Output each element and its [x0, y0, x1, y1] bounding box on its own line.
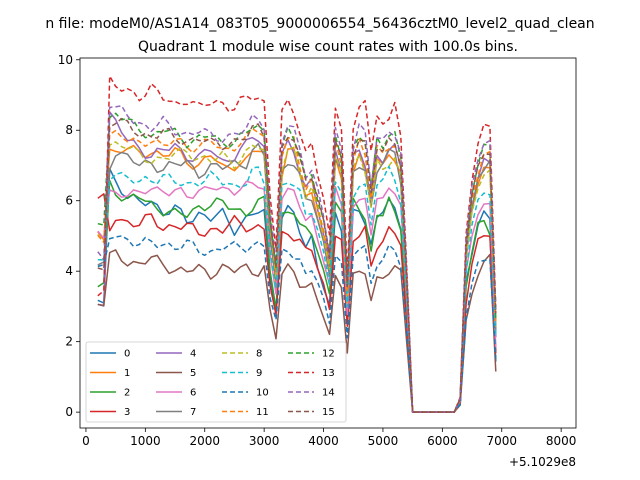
- series-line-14: [97, 105, 497, 413]
- figure-suptitle: n file: modeM0/AS1A14_083T05_9000006554_…: [45, 16, 594, 32]
- legend-label-14: 14: [322, 388, 335, 399]
- x-offset-label: +5.1029e8: [509, 455, 576, 469]
- x-tick-label: 4000: [308, 434, 339, 448]
- y-tick-label: 0: [65, 405, 73, 419]
- legend-label-5: 5: [190, 368, 196, 379]
- y-tick-label: 8: [65, 123, 73, 137]
- legend-label-10: 10: [256, 388, 269, 399]
- x-tick-label: 6000: [427, 434, 458, 448]
- legend-label-9: 9: [256, 368, 262, 379]
- legend-label-2: 2: [124, 388, 130, 399]
- series-layer: [97, 75, 497, 413]
- legend-label-4: 4: [190, 349, 196, 360]
- x-tick-label: 8000: [546, 434, 577, 448]
- legend-label-7: 7: [190, 407, 196, 418]
- legend-label-1: 1: [124, 368, 130, 379]
- plot-frame: [79, 57, 577, 429]
- series-line-11: [97, 127, 497, 413]
- x-tick-label: 1000: [130, 434, 161, 448]
- legend-label-13: 13: [322, 368, 335, 379]
- legend-label-12: 12: [322, 349, 335, 360]
- legend-label-11: 11: [256, 407, 269, 418]
- legend-frame: [85, 341, 347, 423]
- legend-label-0: 0: [124, 349, 130, 360]
- y-tick-label: 6: [65, 194, 73, 208]
- x-tick-label: 0: [82, 434, 90, 448]
- chart-title: Quadrant 1 module wise count rates with …: [138, 39, 518, 55]
- x-tick-label: 2000: [189, 434, 220, 448]
- x-tick-label: 7000: [486, 434, 517, 448]
- series-line-13: [97, 75, 497, 413]
- x-tick-label: 5000: [368, 434, 399, 448]
- y-tick-label: 4: [65, 264, 73, 278]
- y-tick-label: 10: [58, 53, 73, 67]
- legend-label-8: 8: [256, 349, 262, 360]
- legend-label-15: 15: [322, 407, 335, 418]
- y-tick-label: 2: [65, 335, 73, 349]
- legend-label-6: 6: [190, 388, 196, 399]
- series-line-15: [97, 117, 497, 413]
- legend-label-3: 3: [124, 407, 130, 418]
- x-tick-label: 3000: [249, 434, 280, 448]
